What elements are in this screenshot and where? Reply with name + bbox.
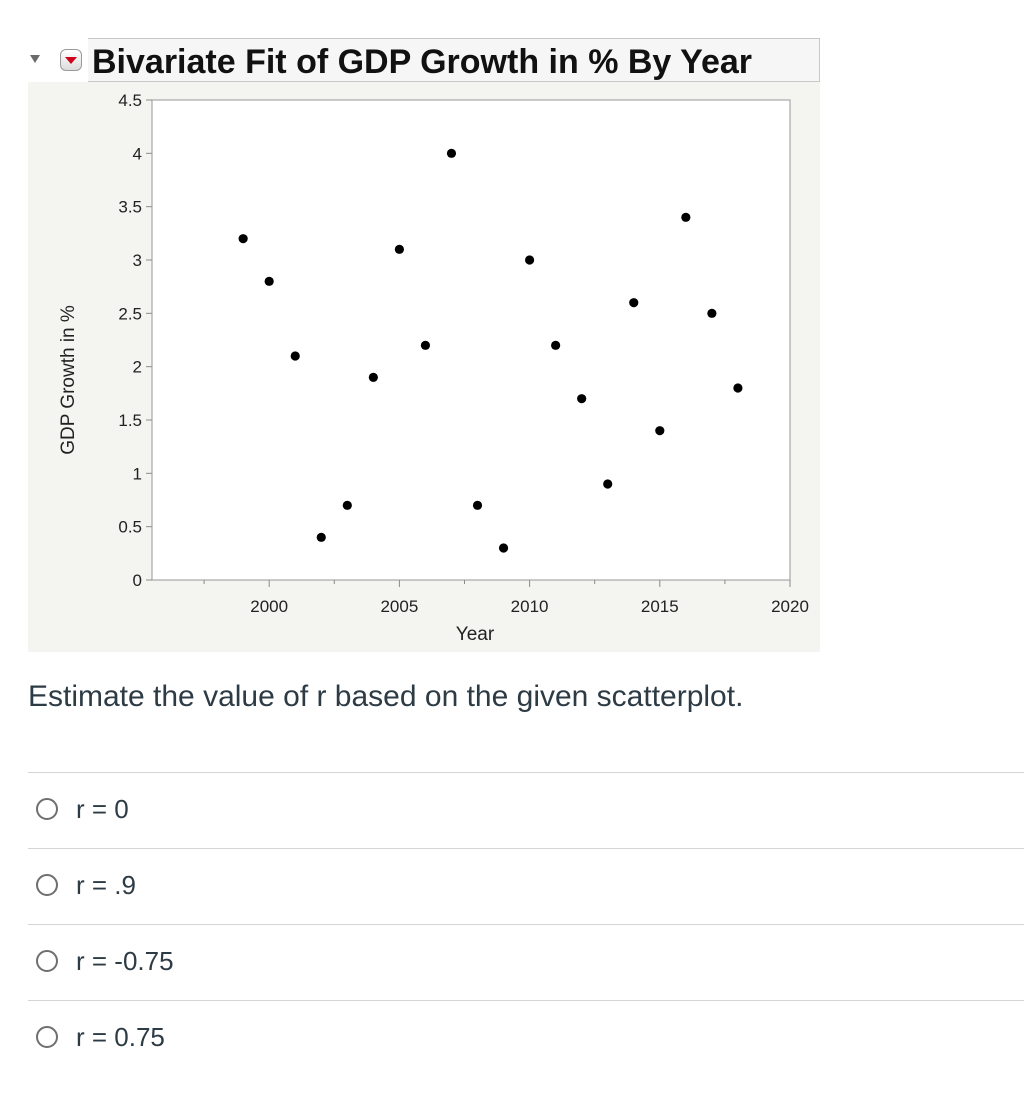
data-point — [603, 479, 613, 489]
report-header: Bivariate Fit of GDP Growth in % By Year — [24, 38, 820, 82]
data-point — [264, 276, 274, 286]
y-tick-label: 1.5 — [118, 411, 142, 430]
option-r-neg-0-75[interactable]: r = -0.75 — [36, 941, 174, 981]
data-point — [342, 500, 352, 510]
scatterplot-panel: 0 0.5 1 1.5 2 2.5 3 3.5 4 4.5 2000 2005 2010 2015 2020… — [28, 82, 820, 652]
x-axis-label: Year — [456, 624, 495, 645]
data-point — [655, 426, 665, 436]
radio-circle-icon[interactable] — [36, 1026, 58, 1048]
report-title: Bivariate Fit of GDP Growth in % By Year — [92, 43, 753, 81]
y-tick-label: 2 — [133, 358, 142, 377]
y-tick-label: 2.5 — [118, 304, 142, 323]
option-divider — [28, 772, 1024, 773]
data-point — [733, 383, 743, 393]
y-tick-label: 3.5 — [118, 198, 142, 217]
option-label: r = -0.75 — [76, 945, 174, 976]
report-title-bar: Bivariate Fit of GDP Growth in % By Year — [88, 38, 820, 82]
option-divider — [28, 848, 1024, 849]
x-tick-label: 2000 — [250, 597, 288, 616]
option-r-0-75[interactable]: r = 0.75 — [36, 1017, 165, 1057]
data-point — [551, 340, 561, 350]
data-point — [446, 148, 457, 158]
y-tick-label: 4.5 — [118, 91, 142, 110]
radio-circle-icon[interactable] — [36, 874, 58, 896]
option-label: r = 0.75 — [76, 1021, 165, 1052]
scatterplot: 0 0.5 1 1.5 2 2.5 3 3.5 4 4.5 2000 2005 2010 2015 2020… — [58, 91, 809, 645]
data-point — [681, 212, 691, 222]
y-tick-label: 0.5 — [118, 518, 142, 537]
data-point — [420, 340, 431, 350]
data-point — [368, 372, 378, 382]
option-divider — [28, 924, 1024, 925]
option-label: r = 0 — [76, 793, 129, 824]
disclosure-triangle-icon[interactable] — [30, 55, 40, 63]
option-r-0-9[interactable]: r = .9 — [36, 865, 136, 905]
y-tick-label: 4 — [133, 144, 142, 163]
data-point — [498, 543, 509, 553]
data-point — [238, 234, 248, 244]
radio-circle-icon[interactable] — [36, 950, 58, 972]
red-triangle-icon — [65, 57, 77, 64]
data-point — [394, 244, 404, 254]
data-point — [316, 532, 326, 542]
y-tick-label: 0 — [133, 571, 142, 590]
option-r-0[interactable]: r = 0 — [36, 789, 129, 829]
question-text: Estimate the value of r based on the giv… — [28, 680, 744, 713]
data-point — [290, 351, 300, 361]
data-point — [707, 308, 717, 318]
data-point — [524, 255, 535, 265]
data-point — [629, 298, 639, 308]
radio-circle-icon[interactable] — [36, 798, 58, 820]
x-tick-label: 2015 — [641, 597, 679, 616]
data-point — [472, 500, 483, 510]
y-tick-label: 1 — [133, 464, 142, 483]
data-point — [577, 394, 587, 404]
option-divider — [28, 1000, 1024, 1001]
plot-frame — [151, 99, 791, 581]
red-triangle-menu-button[interactable] — [60, 49, 82, 71]
x-tick-label: 2020 — [771, 597, 809, 616]
x-tick-label: 2010 — [511, 597, 549, 616]
y-axis-label: GDP Growth in % — [58, 305, 79, 455]
y-tick-label: 3 — [133, 251, 142, 270]
x-tick-label: 2005 — [380, 597, 418, 616]
option-label: r = .9 — [76, 869, 136, 900]
